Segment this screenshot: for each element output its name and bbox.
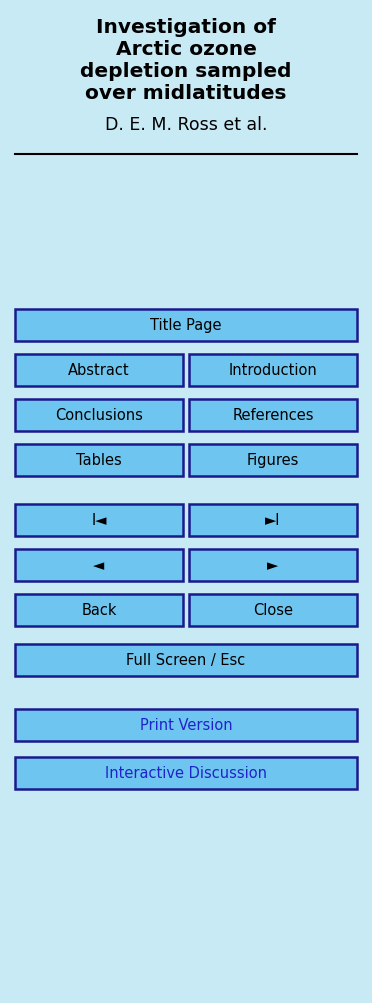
FancyBboxPatch shape: [15, 355, 183, 386]
Text: Full Screen / Esc: Full Screen / Esc: [126, 653, 246, 668]
Text: depletion sampled: depletion sampled: [80, 62, 292, 81]
Text: Close: Close: [253, 603, 293, 618]
FancyBboxPatch shape: [189, 444, 357, 476]
FancyBboxPatch shape: [189, 355, 357, 386]
Text: over midlatitudes: over midlatitudes: [85, 84, 287, 103]
Text: Back: Back: [81, 603, 117, 618]
FancyBboxPatch shape: [189, 399, 357, 431]
Text: Investigation of: Investigation of: [96, 18, 276, 37]
Text: Print Version: Print Version: [140, 718, 232, 733]
FancyBboxPatch shape: [189, 595, 357, 627]
Text: Figures: Figures: [247, 453, 299, 468]
Text: Title Page: Title Page: [150, 318, 222, 333]
Text: Tables: Tables: [76, 453, 122, 468]
FancyBboxPatch shape: [15, 310, 357, 342]
Text: Arctic ozone: Arctic ozone: [116, 40, 256, 59]
FancyBboxPatch shape: [15, 757, 357, 789]
Text: Introduction: Introduction: [229, 363, 317, 378]
FancyBboxPatch shape: [15, 444, 183, 476]
FancyBboxPatch shape: [15, 399, 183, 431]
FancyBboxPatch shape: [15, 595, 183, 627]
Text: Abstract: Abstract: [68, 363, 130, 378]
FancyBboxPatch shape: [15, 709, 357, 741]
FancyBboxPatch shape: [189, 505, 357, 537]
Text: References: References: [232, 408, 314, 423]
Text: Conclusions: Conclusions: [55, 408, 143, 423]
Text: Interactive Discussion: Interactive Discussion: [105, 765, 267, 780]
Text: I◄: I◄: [91, 513, 107, 528]
Text: D. E. M. Ross et al.: D. E. M. Ross et al.: [105, 116, 267, 133]
FancyBboxPatch shape: [15, 550, 183, 582]
FancyBboxPatch shape: [15, 644, 357, 676]
Text: ◄: ◄: [93, 558, 105, 573]
Text: ►I: ►I: [265, 513, 281, 528]
FancyBboxPatch shape: [15, 505, 183, 537]
Text: ►: ►: [267, 558, 279, 573]
FancyBboxPatch shape: [189, 550, 357, 582]
